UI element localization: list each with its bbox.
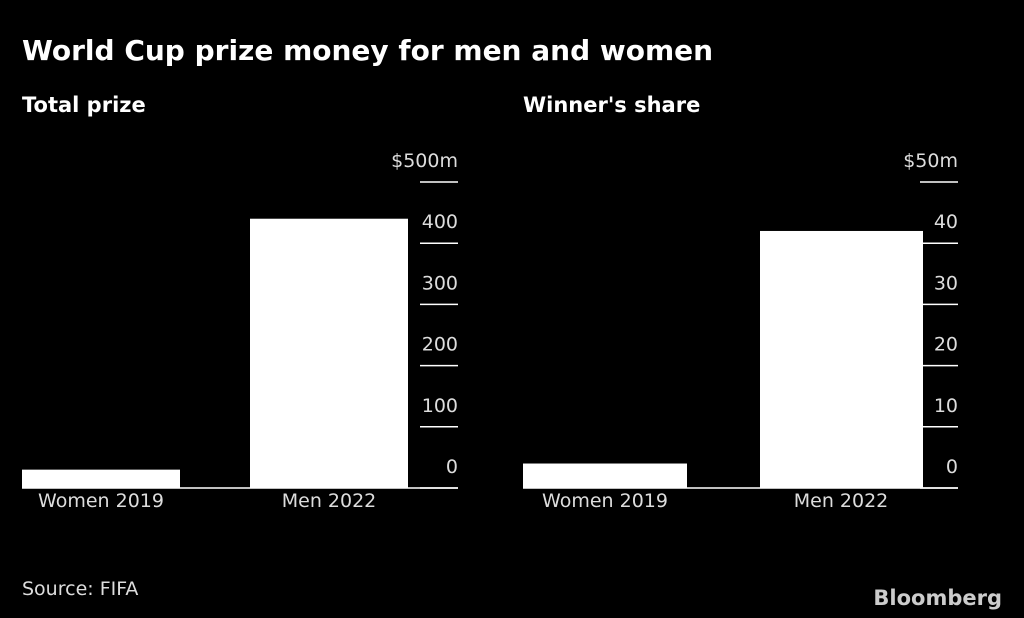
y-tick-label: 40 <box>934 211 958 233</box>
source: Source: FIFA <box>22 578 138 600</box>
chart-subtitle: Winner's share <box>523 93 700 117</box>
y-tick-label: 20 <box>934 334 958 356</box>
y-tick-label: 200 <box>422 334 458 356</box>
logo: Bloomberg <box>873 586 1002 610</box>
y-tick-label: 300 <box>422 272 458 294</box>
x-tick-label: Men 2022 <box>282 490 377 512</box>
bar <box>523 463 687 488</box>
title: World Cup prize money for men and women <box>22 34 713 67</box>
bar <box>22 469 180 488</box>
y-tick-label: 0 <box>446 456 458 478</box>
x-tick-label: Women 2019 <box>38 490 164 512</box>
x-tick-label: Women 2019 <box>542 490 668 512</box>
bar <box>250 218 408 488</box>
y-tick-label: 0 <box>946 456 958 478</box>
y-tick-label: 400 <box>422 211 458 233</box>
y-tick-label: $500m <box>391 150 458 172</box>
y-tick-label: 30 <box>934 272 958 294</box>
bar <box>760 230 923 488</box>
y-tick-label: $50m <box>903 150 958 172</box>
y-tick-label: 100 <box>422 395 458 417</box>
y-tick-label: 10 <box>934 395 958 417</box>
x-tick-label: Men 2022 <box>794 490 889 512</box>
chart-subtitle: Total prize <box>22 93 146 117</box>
